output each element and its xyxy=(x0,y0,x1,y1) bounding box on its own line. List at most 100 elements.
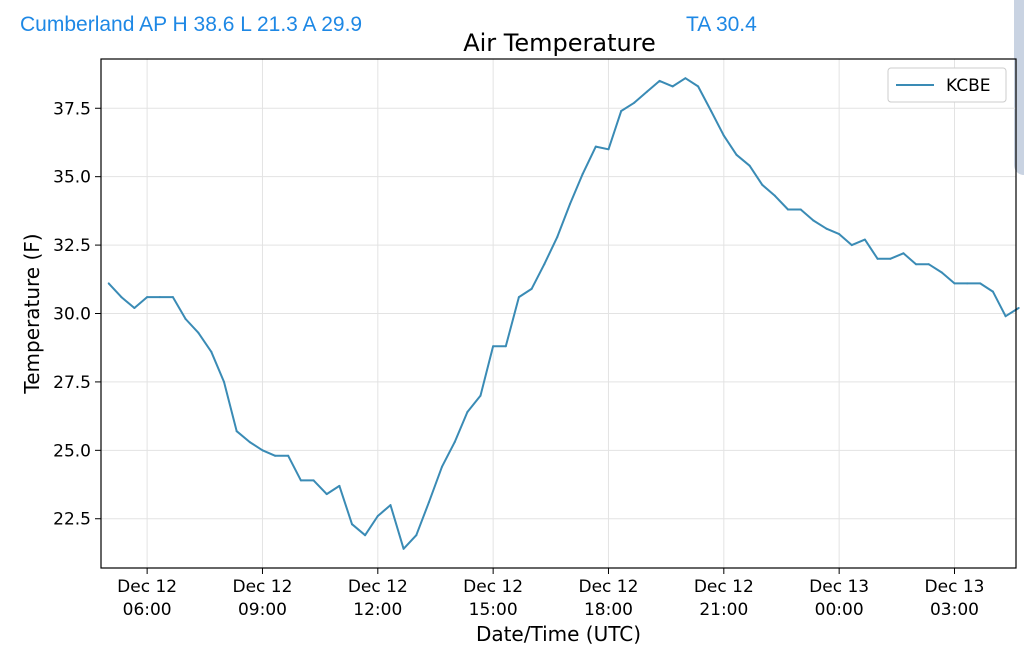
data-point xyxy=(927,263,930,266)
data-point xyxy=(876,257,879,260)
data-point xyxy=(940,271,943,274)
data-point xyxy=(299,479,302,482)
y-tick-label: 22.5 xyxy=(53,510,91,530)
data-point xyxy=(453,441,456,444)
y-tick-label: 30.0 xyxy=(53,305,91,325)
data-point xyxy=(223,380,225,383)
data-point xyxy=(197,331,200,334)
x-tick-label-date: Dec 12 xyxy=(694,577,754,597)
data-point xyxy=(274,454,277,457)
data-point xyxy=(966,282,969,285)
data-point xyxy=(850,244,853,247)
y-tick-label: 27.5 xyxy=(53,373,91,393)
data-point xyxy=(146,296,149,299)
x-tick-label-date: Dec 12 xyxy=(463,577,523,597)
data-point xyxy=(402,547,405,550)
x-tick-label-time: 09:00 xyxy=(238,600,287,620)
legend: KCBE xyxy=(887,67,1007,103)
data-point xyxy=(389,504,392,507)
data-point xyxy=(569,203,571,205)
data-point xyxy=(492,345,495,348)
data-point xyxy=(351,523,353,526)
data-point xyxy=(889,257,892,260)
data-point xyxy=(517,296,520,299)
data-point xyxy=(325,493,328,496)
data-point xyxy=(953,282,956,285)
data-point xyxy=(722,134,725,137)
data-point xyxy=(338,484,341,487)
data-point xyxy=(248,441,251,444)
data-point xyxy=(210,350,213,353)
axis-ticks: 22.5 25.0 27.5 30.0 32.5 35.0 37.5 Dec 12 06:00 D… xyxy=(53,99,984,620)
data-point xyxy=(620,110,623,112)
series-line-kcbe xyxy=(107,77,1020,550)
data-point xyxy=(594,145,597,148)
x-tick-label-time: 12:00 xyxy=(353,600,402,620)
data-point xyxy=(556,235,559,238)
data-point xyxy=(1017,307,1020,309)
data-point xyxy=(1004,315,1007,318)
chart-title: Air Temperature xyxy=(463,29,656,57)
data-point xyxy=(838,233,841,236)
x-tick-label-time: 18:00 xyxy=(584,600,633,620)
data-point xyxy=(441,465,443,468)
data-point xyxy=(710,110,713,112)
data-point xyxy=(376,515,379,517)
data-point xyxy=(915,263,917,266)
data-point xyxy=(812,219,815,222)
data-point xyxy=(671,85,674,88)
data-point xyxy=(312,479,315,482)
data-point xyxy=(902,252,905,255)
data-point xyxy=(633,101,636,104)
x-tick-label-time: 03:00 xyxy=(930,600,979,620)
side-panel-handle[interactable] xyxy=(1014,0,1024,175)
data-point xyxy=(761,183,764,186)
data-point xyxy=(504,345,507,348)
x-tick-label-date: Dec 12 xyxy=(117,577,177,597)
data-point xyxy=(466,411,469,413)
series-layer xyxy=(107,77,1020,550)
data-point xyxy=(607,148,610,151)
legend-box xyxy=(887,67,1007,103)
data-point xyxy=(748,164,751,167)
data-point xyxy=(120,296,123,299)
data-point xyxy=(530,287,533,290)
data-point xyxy=(184,318,187,320)
data-point xyxy=(479,394,482,397)
x-tick-label-date: Dec 12 xyxy=(233,577,293,597)
data-point xyxy=(107,282,110,285)
data-point xyxy=(863,238,866,241)
data-point xyxy=(991,290,994,293)
data-point xyxy=(235,430,238,433)
average-temperature: TA 30.4 xyxy=(686,13,757,36)
x-tick-label-time: 15:00 xyxy=(469,600,518,620)
data-point xyxy=(364,534,367,537)
data-point xyxy=(735,153,738,156)
grid xyxy=(101,59,1016,568)
data-point xyxy=(979,282,982,285)
x-tick-label-time: 21:00 xyxy=(699,600,748,620)
x-tick-label-time: 00:00 xyxy=(815,600,864,620)
y-axis-label: Temperature (F) xyxy=(20,233,44,394)
legend-label: KCBE xyxy=(946,76,991,96)
data-point xyxy=(684,77,687,80)
data-point xyxy=(658,79,661,82)
station-summary: Cumberland AP H 38.6 L 21.3 A 29.9 xyxy=(20,13,363,36)
y-tick-label: 37.5 xyxy=(53,99,91,119)
x-tick-label-date: Dec 13 xyxy=(809,577,869,597)
data-point xyxy=(261,449,264,452)
data-point xyxy=(415,534,418,537)
data-point xyxy=(543,263,546,266)
data-point xyxy=(825,227,828,230)
data-point xyxy=(645,90,648,93)
y-tick-label: 35.0 xyxy=(53,168,91,188)
x-axis-label: Date/Time (UTC) xyxy=(476,622,641,646)
x-tick-label-time: 06:00 xyxy=(123,600,172,620)
data-point xyxy=(799,208,802,211)
data-point xyxy=(697,85,700,88)
x-tick-label-date: Dec 13 xyxy=(925,577,985,597)
data-point xyxy=(158,296,161,299)
y-tick-label: 25.0 xyxy=(53,441,91,461)
data-point xyxy=(171,296,174,299)
data-point xyxy=(787,208,789,211)
